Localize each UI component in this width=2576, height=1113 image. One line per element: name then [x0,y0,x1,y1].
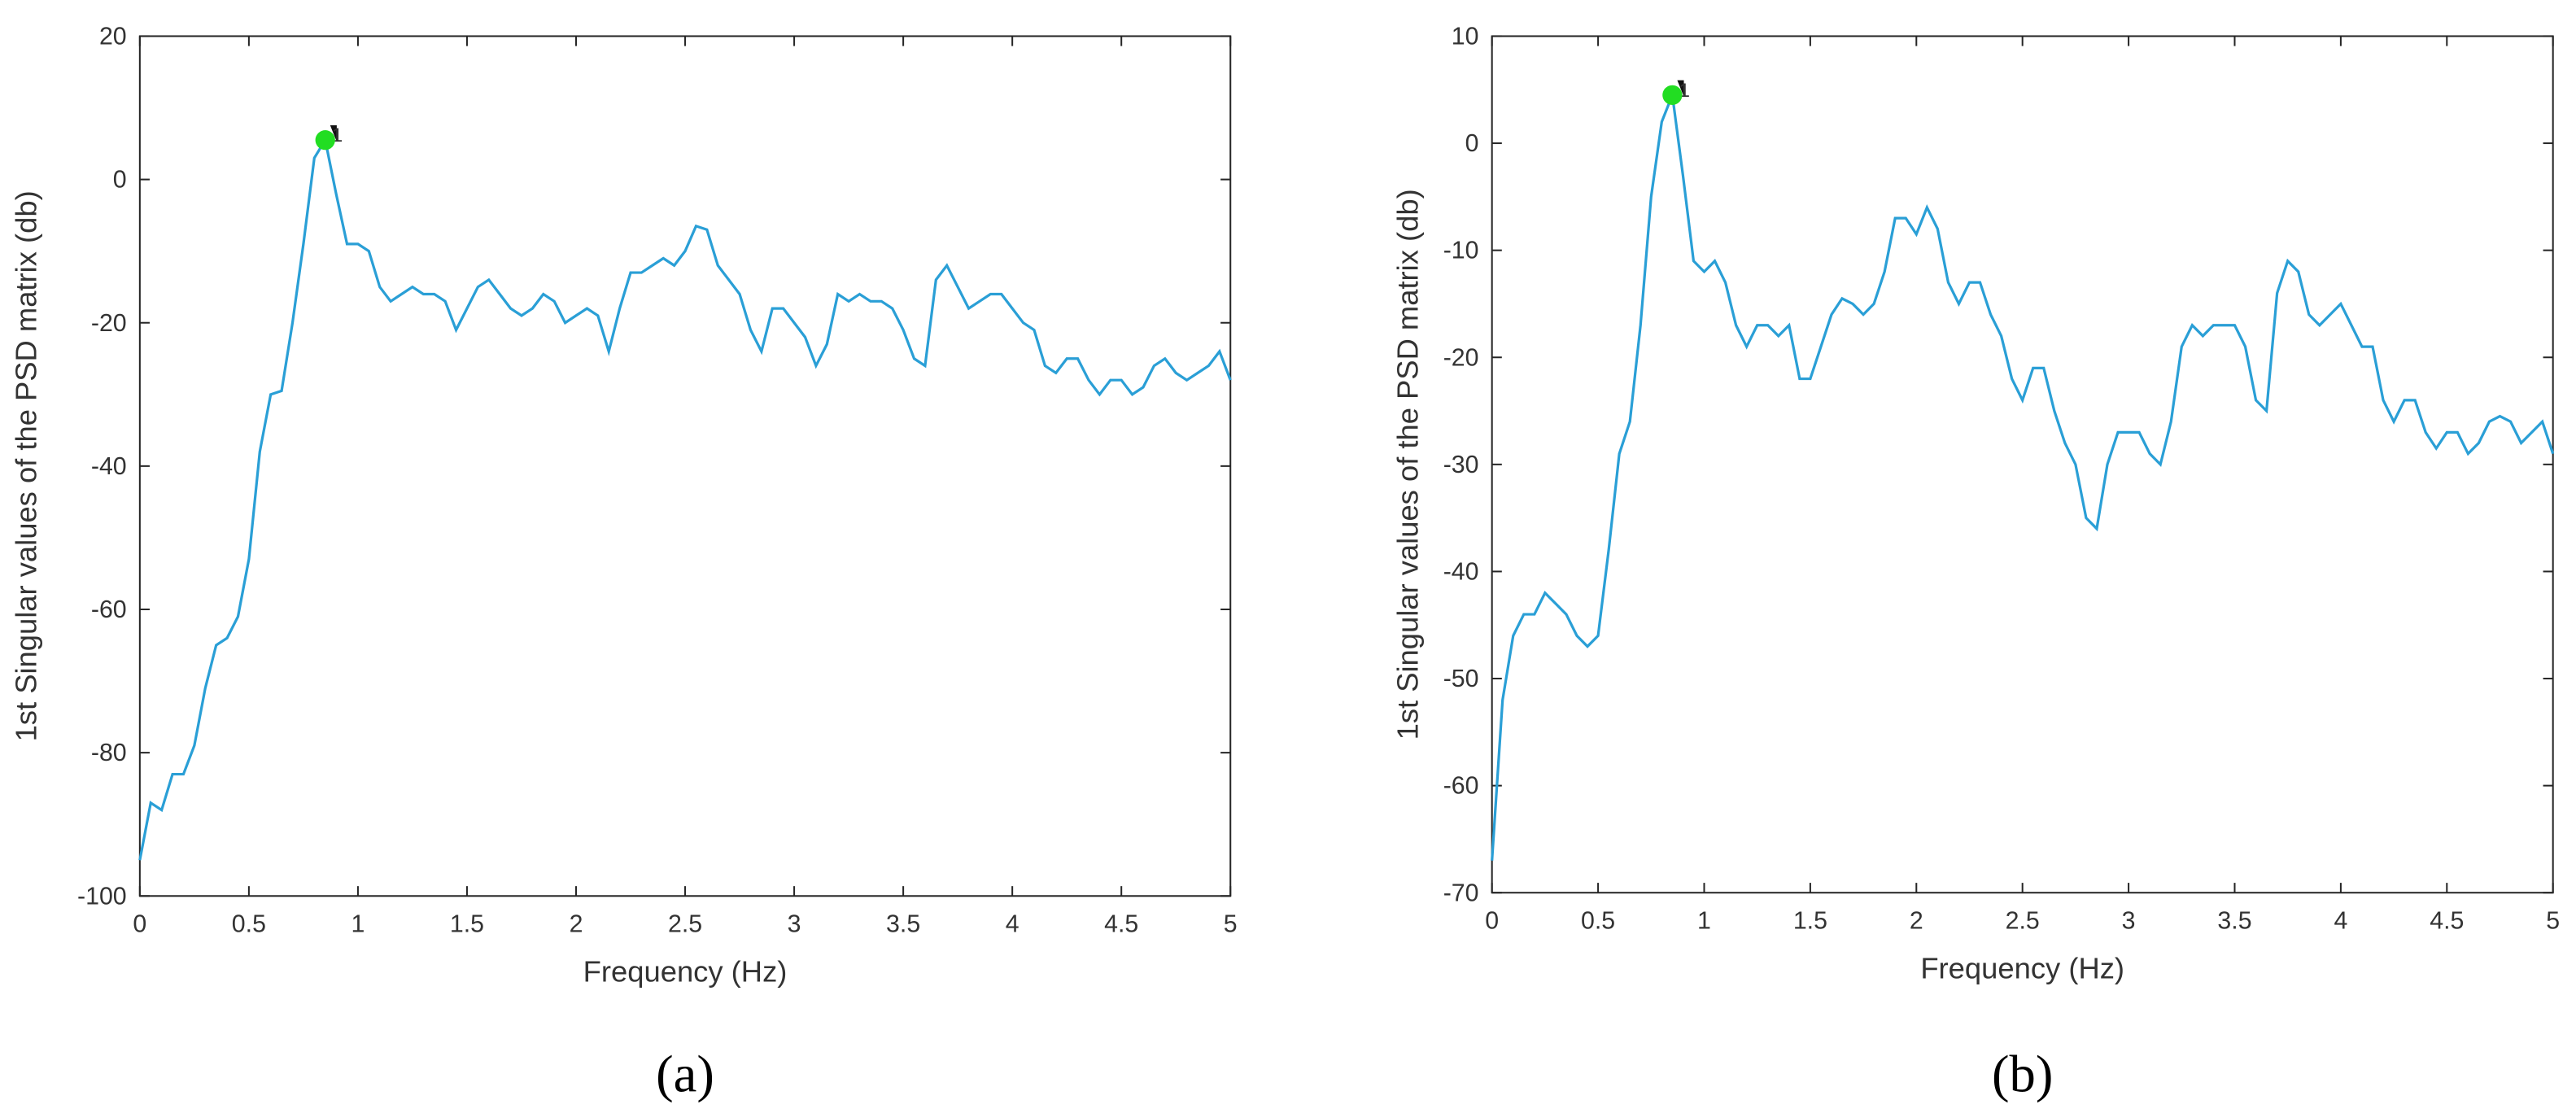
x-axis-label: Frequency (Hz) [583,954,788,988]
y-tick-label: 20 [99,24,127,50]
x-tick-label: 2 [1910,908,1923,935]
y-tick-label: -40 [1443,559,1479,586]
y-tick-label: 10 [1452,24,1479,50]
chart: 0 0.5 1 1.5 2 2.5 3 3.5 4 4.5 5 -70 -60 -50 -40 -30 -20 -… [1391,24,2560,1103]
subfigure-label: (a) [656,1045,714,1103]
x-tick-label: 0.5 [1581,908,1615,935]
x-tick-label: 3 [788,911,801,938]
x-tick-label: 4 [1006,911,1019,938]
x-tick-label: 3.5 [886,911,920,938]
subfigure-label: (b) [1992,1045,2053,1103]
x-tick-label: 0.5 [232,911,266,938]
x-tick-label: 4 [2334,908,2347,935]
y-tick-label: -70 [1443,879,1479,906]
y-axis-label: 1st Singular values of the PSD matrix (d… [9,190,42,741]
x-tick-label: 0 [1485,908,1499,935]
x-tick-label: 4.5 [2430,908,2464,935]
y-tick-label: -10 [1443,238,1479,264]
x-tick-label: 3 [2122,908,2136,935]
marker-flag [1677,80,1684,97]
x-tick-label: 5 [1224,911,1238,938]
x-tick-label: 5 [2546,908,2560,935]
y-tick-label: -30 [1443,452,1479,478]
y-tick-label: -60 [91,596,127,623]
plot-area [138,35,1232,897]
peak-marker [1662,85,1683,105]
y-axis-label: 1st Singular values of the PSD matrix (d… [1391,189,1425,740]
x-tick-label: 2.5 [668,911,702,938]
plot-area [1491,35,2554,894]
x-tick-label: 1 [351,911,365,938]
x-tick-label: 4.5 [1104,911,1138,938]
x-tick-label: 3.5 [2217,908,2251,935]
y-tick-label: 0 [113,167,127,194]
x-tick-label: 1 [1697,908,1711,935]
y-tick-label: -20 [1443,344,1479,371]
x-axis-label: Frequency (Hz) [1920,951,2124,984]
x-tick-label: 2.5 [2006,908,2040,935]
x-tick-label: 1.5 [450,911,484,938]
x-tick-label: 2 [570,911,583,938]
y-tick-label: -40 [91,453,127,480]
x-tick-label: 1.5 [1793,908,1827,935]
x-tick-label: 0 [133,911,146,938]
y-tick-label: -60 [1443,773,1479,800]
y-tick-label: 0 [1465,130,1479,157]
y-tick-label: -50 [1443,666,1479,692]
chart: 0 0.5 1 1.5 2 2.5 3 3.5 4 4.5 5 -100 -80 -60 -40 -20 0 20… [9,24,1237,1103]
y-tick-label: -80 [91,740,127,766]
y-tick-label: -20 [91,310,127,337]
peak-marker [315,130,335,151]
y-tick-label: -100 [77,883,127,910]
